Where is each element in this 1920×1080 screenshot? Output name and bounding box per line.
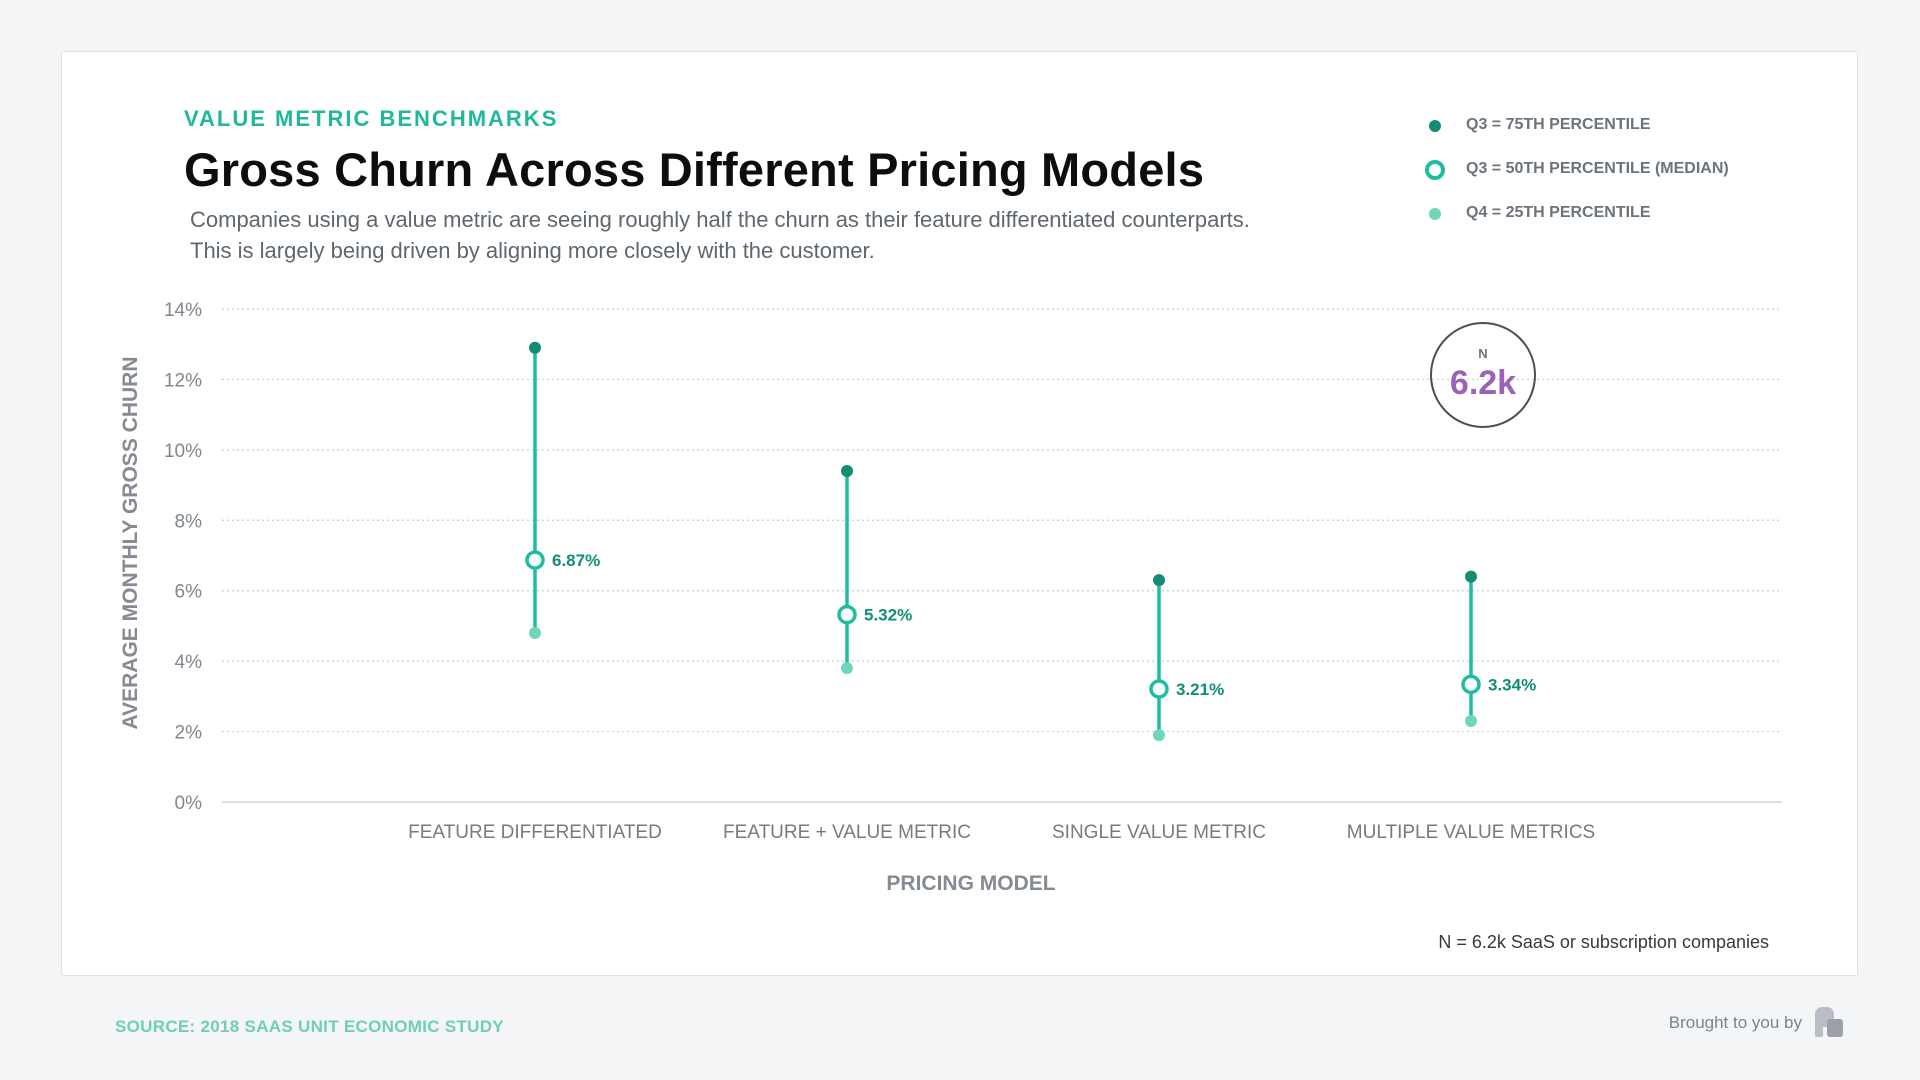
source-label: SOURCE: 2018 SAAS UNIT ECONOMIC STUDY — [115, 1017, 504, 1036]
median-data-label: 3.21% — [1176, 680, 1224, 699]
y-axis-title: AVERAGE MONTHLY GROSS CHURN — [119, 357, 142, 730]
y-tick-label: 12% — [164, 370, 202, 391]
q75-point — [1153, 574, 1165, 587]
y-tick-label: 2% — [175, 723, 203, 744]
ring-dot-icon — [1425, 160, 1445, 180]
legend-label-median: Q3 = 50TH PERCENTILE (MEDIAN) — [1466, 160, 1729, 177]
median-point — [837, 604, 857, 625]
sample-footnote: N = 6.2k SaaS or subscription companies — [1438, 932, 1769, 952]
median-data-label: 3.34% — [1488, 675, 1536, 694]
median-data-label: 5.32% — [864, 606, 912, 625]
q25-point — [841, 662, 853, 675]
x-category-label: FEATURE DIFFERENTIATED — [408, 822, 662, 843]
brought-by-label: Brought to you by — [1668, 1013, 1802, 1032]
q75-point — [841, 464, 853, 477]
y-tick-label: 4% — [175, 652, 203, 673]
x-category-label: SINGLE VALUE METRIC — [1052, 822, 1266, 843]
legend-label-25th: Q4 = 25TH PERCENTILE — [1466, 204, 1651, 221]
sample-size-badge: N 6.2k — [1430, 322, 1536, 428]
y-tick-label: 0% — [175, 793, 203, 814]
y-tick-label: 14% — [164, 300, 202, 321]
y-tick-label: 10% — [164, 441, 202, 462]
chart-card — [61, 51, 1858, 976]
legend-label-75th: Q3 = 75TH PERCENTILE — [1466, 116, 1651, 133]
y-tick-label: 8% — [175, 511, 203, 532]
y-tick-label: 6% — [175, 582, 203, 603]
profitwell-logo-icon — [1815, 1007, 1843, 1037]
chart-title: Gross Churn Across Different Pricing Mod… — [184, 143, 1205, 196]
x-axis-title: PRICING MODEL — [886, 872, 1055, 895]
q75-point — [529, 341, 541, 354]
badge-value: 6.2k — [1449, 364, 1517, 402]
x-category-label: MULTIPLE VALUE METRICS — [1347, 822, 1595, 843]
q25-point — [1465, 715, 1477, 728]
eyebrow-label: VALUE METRIC BENCHMARKS — [184, 106, 559, 131]
q25-point — [529, 626, 541, 639]
chart-subtitle: Companies using a value metric are seein… — [190, 207, 1250, 263]
q25-point — [1153, 729, 1165, 742]
x-category-label: FEATURE + VALUE METRIC — [723, 822, 971, 843]
median-point — [525, 550, 545, 570]
q75-point — [1465, 570, 1477, 583]
median-point — [1461, 674, 1481, 695]
median-data-label: 6.87% — [552, 551, 600, 570]
median-point — [1149, 679, 1169, 699]
badge-letter: N — [1478, 346, 1488, 361]
filled-dot-dark-icon — [1429, 120, 1441, 132]
filled-dot-light-icon — [1429, 208, 1441, 220]
